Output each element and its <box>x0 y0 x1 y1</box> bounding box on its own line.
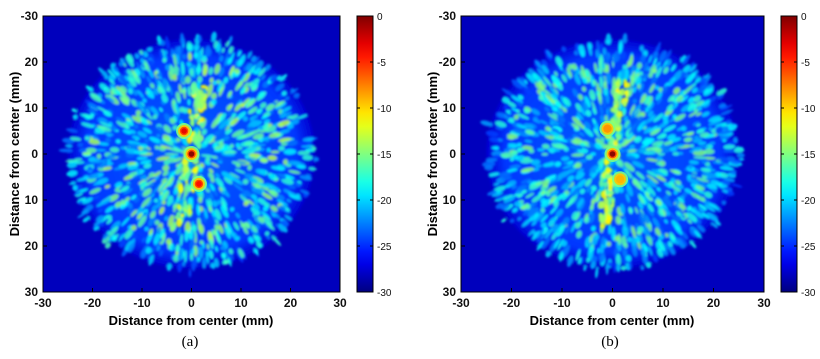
panel-caption: (a) <box>182 334 199 350</box>
y-tick-label: 30 <box>443 285 457 299</box>
x-tick-label: -30 <box>34 296 52 310</box>
y-tick-label: 10 <box>443 193 457 207</box>
colorbar-tick-label: -30 <box>801 288 816 299</box>
x-tick-label: -30 <box>452 296 470 310</box>
x-tick-label: -20 <box>503 296 521 310</box>
y-tick-label: 0 <box>31 147 38 161</box>
y-tick-label: 10 <box>443 101 457 115</box>
y-tick-label: 20 <box>443 239 457 253</box>
colorbar-tick-label: -25 <box>801 242 816 253</box>
hotspot <box>612 171 629 188</box>
colorbar-tick-label: 0 <box>377 12 383 23</box>
x-tick-label: 30 <box>757 296 771 310</box>
colorbar-tick-label: -20 <box>801 196 816 207</box>
hotspot <box>190 175 207 192</box>
colorbar-tick-label: -10 <box>377 104 392 115</box>
x-tick-label: 30 <box>333 296 347 310</box>
y-tick-label: -20 <box>439 55 457 69</box>
colorbar-tick-label: -5 <box>377 58 386 69</box>
y-tick-label: 10 <box>25 101 39 115</box>
colorbar-tick-label: -30 <box>377 288 392 299</box>
colorbar-tick-label: -25 <box>377 242 392 253</box>
hotspot <box>599 120 616 137</box>
x-tick-label: 0 <box>609 296 616 310</box>
x-tick-label: 20 <box>284 296 298 310</box>
x-tick-label: 10 <box>656 296 670 310</box>
colorbar-tick-label: -10 <box>801 104 816 115</box>
x-axis-label: Distance from center (mm) <box>530 313 695 328</box>
hotspot <box>183 146 200 162</box>
colorbar-tick-label: -15 <box>377 150 392 161</box>
y-tick-label: -30 <box>439 9 457 23</box>
colorbar-tick-label: -5 <box>801 58 810 69</box>
colorbar-tick-label: 0 <box>801 12 807 23</box>
x-tick-label: 0 <box>188 296 195 310</box>
colorbar-tick-label: -20 <box>377 196 392 207</box>
y-tick-label: 20 <box>25 239 39 253</box>
x-tick-label: -10 <box>133 296 151 310</box>
y-axis-label: Distance from center (mm) <box>425 72 440 237</box>
y-axis-label: Distance from center (mm) <box>7 72 22 237</box>
panel-b: -30 -20 -10 0 10 20 30-30-20100102030Distance … <box>425 9 816 350</box>
x-axis-label: Distance from center (mm) <box>109 313 274 328</box>
panel-caption: (b) <box>601 334 619 350</box>
y-tick-label: 20 <box>25 55 39 69</box>
x-tick-label: 10 <box>234 296 248 310</box>
colorbar-tick-label: -15 <box>801 150 816 161</box>
x-tick-label: -10 <box>553 296 571 310</box>
x-tick-label: 20 <box>707 296 721 310</box>
speckle-field <box>480 33 745 279</box>
y-tick-label: 30 <box>25 285 39 299</box>
hotspot <box>604 146 621 162</box>
y-tick-label: -30 <box>21 9 39 23</box>
y-tick-label: 0 <box>449 147 456 161</box>
x-tick-label: -20 <box>84 296 102 310</box>
y-tick-label: 10 <box>25 193 39 207</box>
hotspot <box>176 123 193 139</box>
central-streak <box>598 78 631 229</box>
